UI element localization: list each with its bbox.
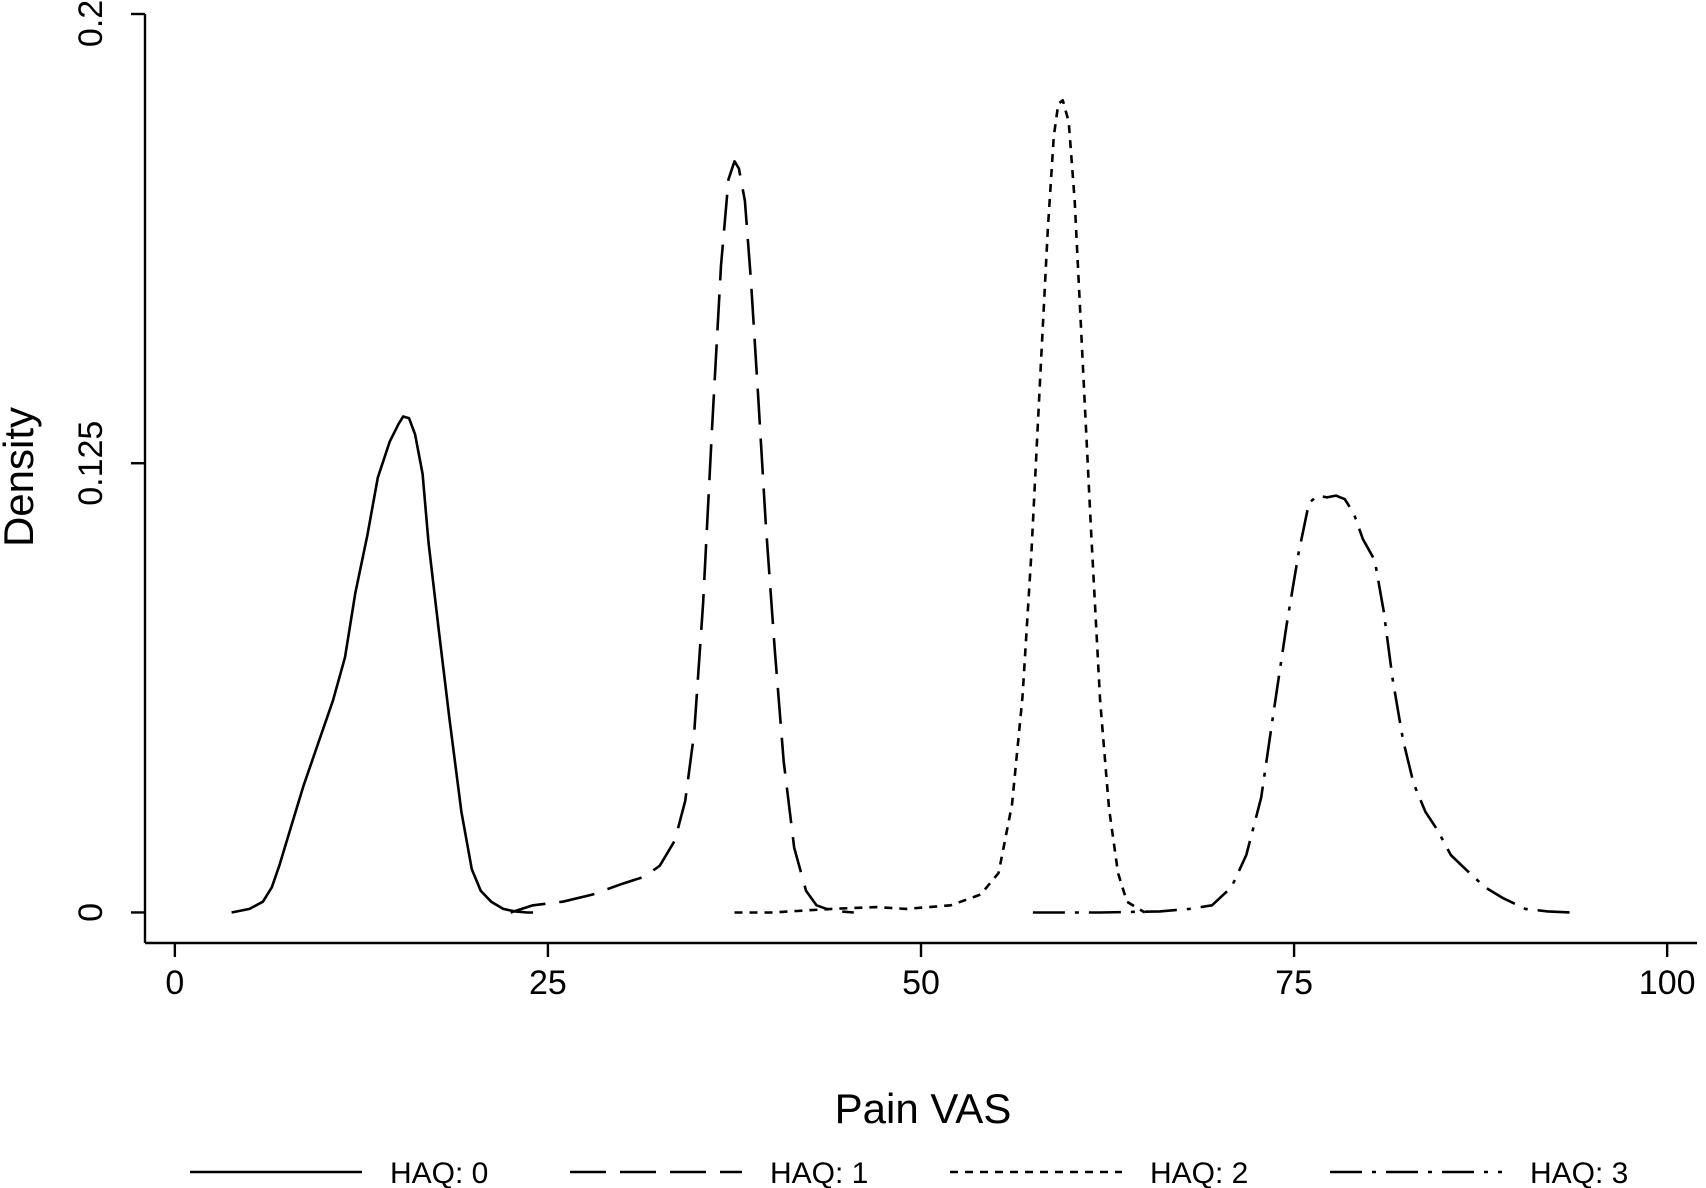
x-tick-label: 25 bbox=[529, 964, 567, 1002]
legend: HAQ: 0 HAQ: 1 HAQ: 2 HAQ: 3 bbox=[190, 1157, 1628, 1188]
x-tick-label: 50 bbox=[902, 964, 940, 1002]
y-axis-title: Density bbox=[0, 407, 42, 547]
x-tick-label: 100 bbox=[1639, 964, 1696, 1002]
x-tick-label: 0 bbox=[165, 964, 184, 1002]
y-axis-ticks: 0 0.125 0.25 bbox=[72, 0, 145, 922]
legend-label-haq-3: HAQ: 3 bbox=[1530, 1157, 1628, 1188]
legend-label-haq-2: HAQ: 2 bbox=[1150, 1157, 1248, 1188]
series-line-haq-0 bbox=[231, 415, 533, 914]
x-tick-label: 75 bbox=[1275, 964, 1313, 1002]
series-line-haq-2 bbox=[734, 99, 1146, 914]
series-layer bbox=[231, 99, 1571, 914]
x-axis-title: Pain VAS bbox=[835, 1085, 1012, 1132]
legend-label-haq-1: HAQ: 1 bbox=[770, 1157, 868, 1188]
series-line-haq-3 bbox=[1032, 494, 1571, 914]
series-line-haq-1 bbox=[510, 160, 854, 914]
y-tick-label: 0.25 bbox=[72, 0, 110, 47]
legend-label-haq-0: HAQ: 0 bbox=[390, 1157, 488, 1188]
y-tick-label: 0 bbox=[72, 903, 110, 922]
x-axis-ticks: 0 25 50 75 100 bbox=[165, 943, 1696, 1002]
y-tick-label: 0.125 bbox=[72, 421, 110, 506]
